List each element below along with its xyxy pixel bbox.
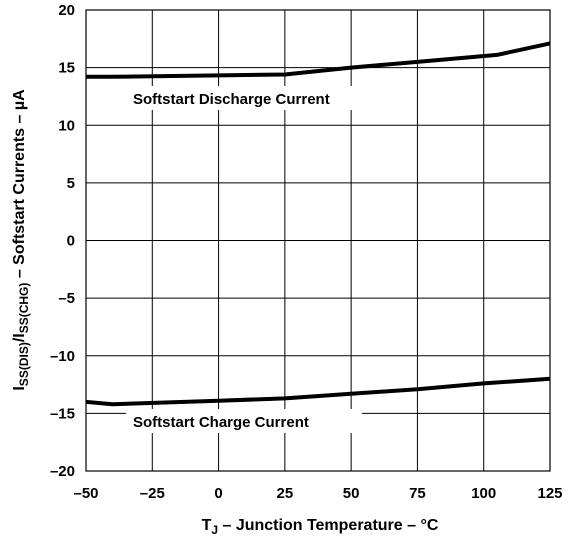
plot-frame: [85, 9, 551, 472]
discharge-label-bg: [126, 86, 390, 110]
y-tick-label: –15: [50, 405, 75, 422]
y-axis-label: ISS(DIS)/ISS(CHG) – Softstart Currents –…: [11, 89, 31, 391]
x-tick-label: 50: [343, 485, 360, 502]
y-tick-label: –5: [58, 290, 75, 307]
y-tick-label: 10: [58, 117, 75, 134]
x-tick-label: 75: [409, 485, 426, 502]
y-axis-label-subscript-1: SS(DIS): [17, 342, 31, 386]
charge-current-line: [85, 376, 551, 407]
y-tick-label: –10: [50, 348, 75, 365]
x-tick-label: 25: [277, 485, 294, 502]
x-axis-label-symbol: T: [202, 517, 212, 534]
x-tick-label: 100: [471, 485, 496, 502]
x-axis-label: TJ – Junction Temperature – °C: [202, 517, 439, 537]
series-label-charge: Softstart Charge Current: [133, 414, 309, 431]
y-axis-label-subscript-2: SS(CHG): [17, 283, 31, 334]
x-tick-label: 125: [537, 485, 562, 502]
y-tick-label: 0: [67, 233, 75, 250]
y-tick-label: 15: [58, 60, 75, 77]
x-axis-label-text: – Junction Temperature – °C: [218, 517, 439, 534]
discharge-current-line: [86, 41, 551, 79]
x-axis-label-subscript: J: [211, 523, 218, 537]
y-tick-label: –20: [50, 463, 75, 480]
x-tick-label: –25: [140, 485, 165, 502]
x-tick-labels: –50 –25 0 25 50 75 100 125: [73, 485, 562, 502]
y-axis-label-symbol-2: /I: [11, 333, 28, 342]
y-tick-label: 20: [58, 2, 75, 19]
y-tick-labels: 20 15 10 5 0 –5 –10 –15 –20: [50, 2, 75, 480]
x-tick-label: –50: [73, 485, 98, 502]
y-axis-label-symbol-1: I: [11, 386, 28, 390]
x-tick-label: 0: [214, 485, 222, 502]
series-label-discharge: Softstart Discharge Current: [133, 91, 330, 108]
y-axis-label-text: – Softstart Currents – µA: [11, 89, 28, 283]
y-tick-label: 5: [67, 175, 75, 192]
series-lines: [85, 41, 551, 407]
charge-label-bg: [126, 409, 362, 433]
